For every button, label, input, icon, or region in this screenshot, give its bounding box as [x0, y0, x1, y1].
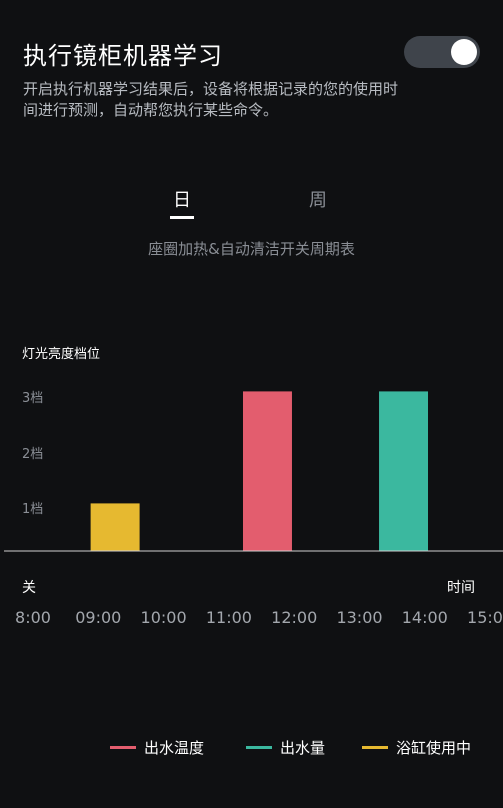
legend-label-water-temp: 出水温度 [144, 738, 205, 757]
tab-day[interactable]: 日 [173, 190, 191, 211]
x-tick-label: 15:00 [467, 608, 503, 627]
x-axis-start-label: 关 [22, 580, 36, 596]
description-text: 开启执行机器学习结果后，设备将根据记录的您的使用时间进行预测，自动帮您执行某些命… [23, 80, 399, 119]
bar-chart [4, 391, 503, 552]
legend-swatch-water-temp [110, 745, 136, 749]
x-axis-label: 时间 [447, 580, 475, 596]
x-tick-label: 09:00 [75, 608, 122, 627]
x-tick-label: 11:00 [205, 608, 252, 627]
x-tick-label: 13:00 [336, 608, 383, 627]
bar-0 [90, 503, 140, 551]
y-tick-3: 3档 [22, 391, 44, 406]
x-tick-label: 12:00 [271, 608, 318, 627]
legend-swatch-bathtub [362, 745, 388, 749]
y-tick-1: 1档 [22, 502, 44, 517]
x-tick-label: 10:00 [140, 608, 187, 627]
y-axis-label: 灯光亮度档位 [22, 347, 101, 362]
legend-swatch-water-volume [246, 745, 272, 749]
legend-item-water-volume: 出水量 [246, 737, 325, 757]
tab-active-indicator [170, 216, 194, 219]
y-tick-2: 2档 [22, 447, 44, 462]
tab-week[interactable]: 周 [309, 190, 327, 211]
chart-title: 座圈加热&自动清洁开关周期表 [148, 240, 355, 258]
legend-item-water-temp: 出水温度 [110, 737, 204, 757]
toggle-knob [451, 39, 477, 65]
legend-label-water-volume: 出水量 [280, 738, 326, 757]
x-tick-label: 14:00 [401, 608, 448, 627]
legend-item-bathtub: 浴缸使用中 [362, 737, 471, 757]
x-tick-label: 8:00 [15, 608, 51, 627]
bar-2 [379, 391, 429, 551]
machine-learning-toggle[interactable] [404, 36, 480, 68]
bar-1 [242, 391, 292, 551]
legend-label-bathtub: 浴缸使用中 [396, 738, 472, 757]
page-title: 执行镜柜机器学习 [23, 42, 223, 70]
